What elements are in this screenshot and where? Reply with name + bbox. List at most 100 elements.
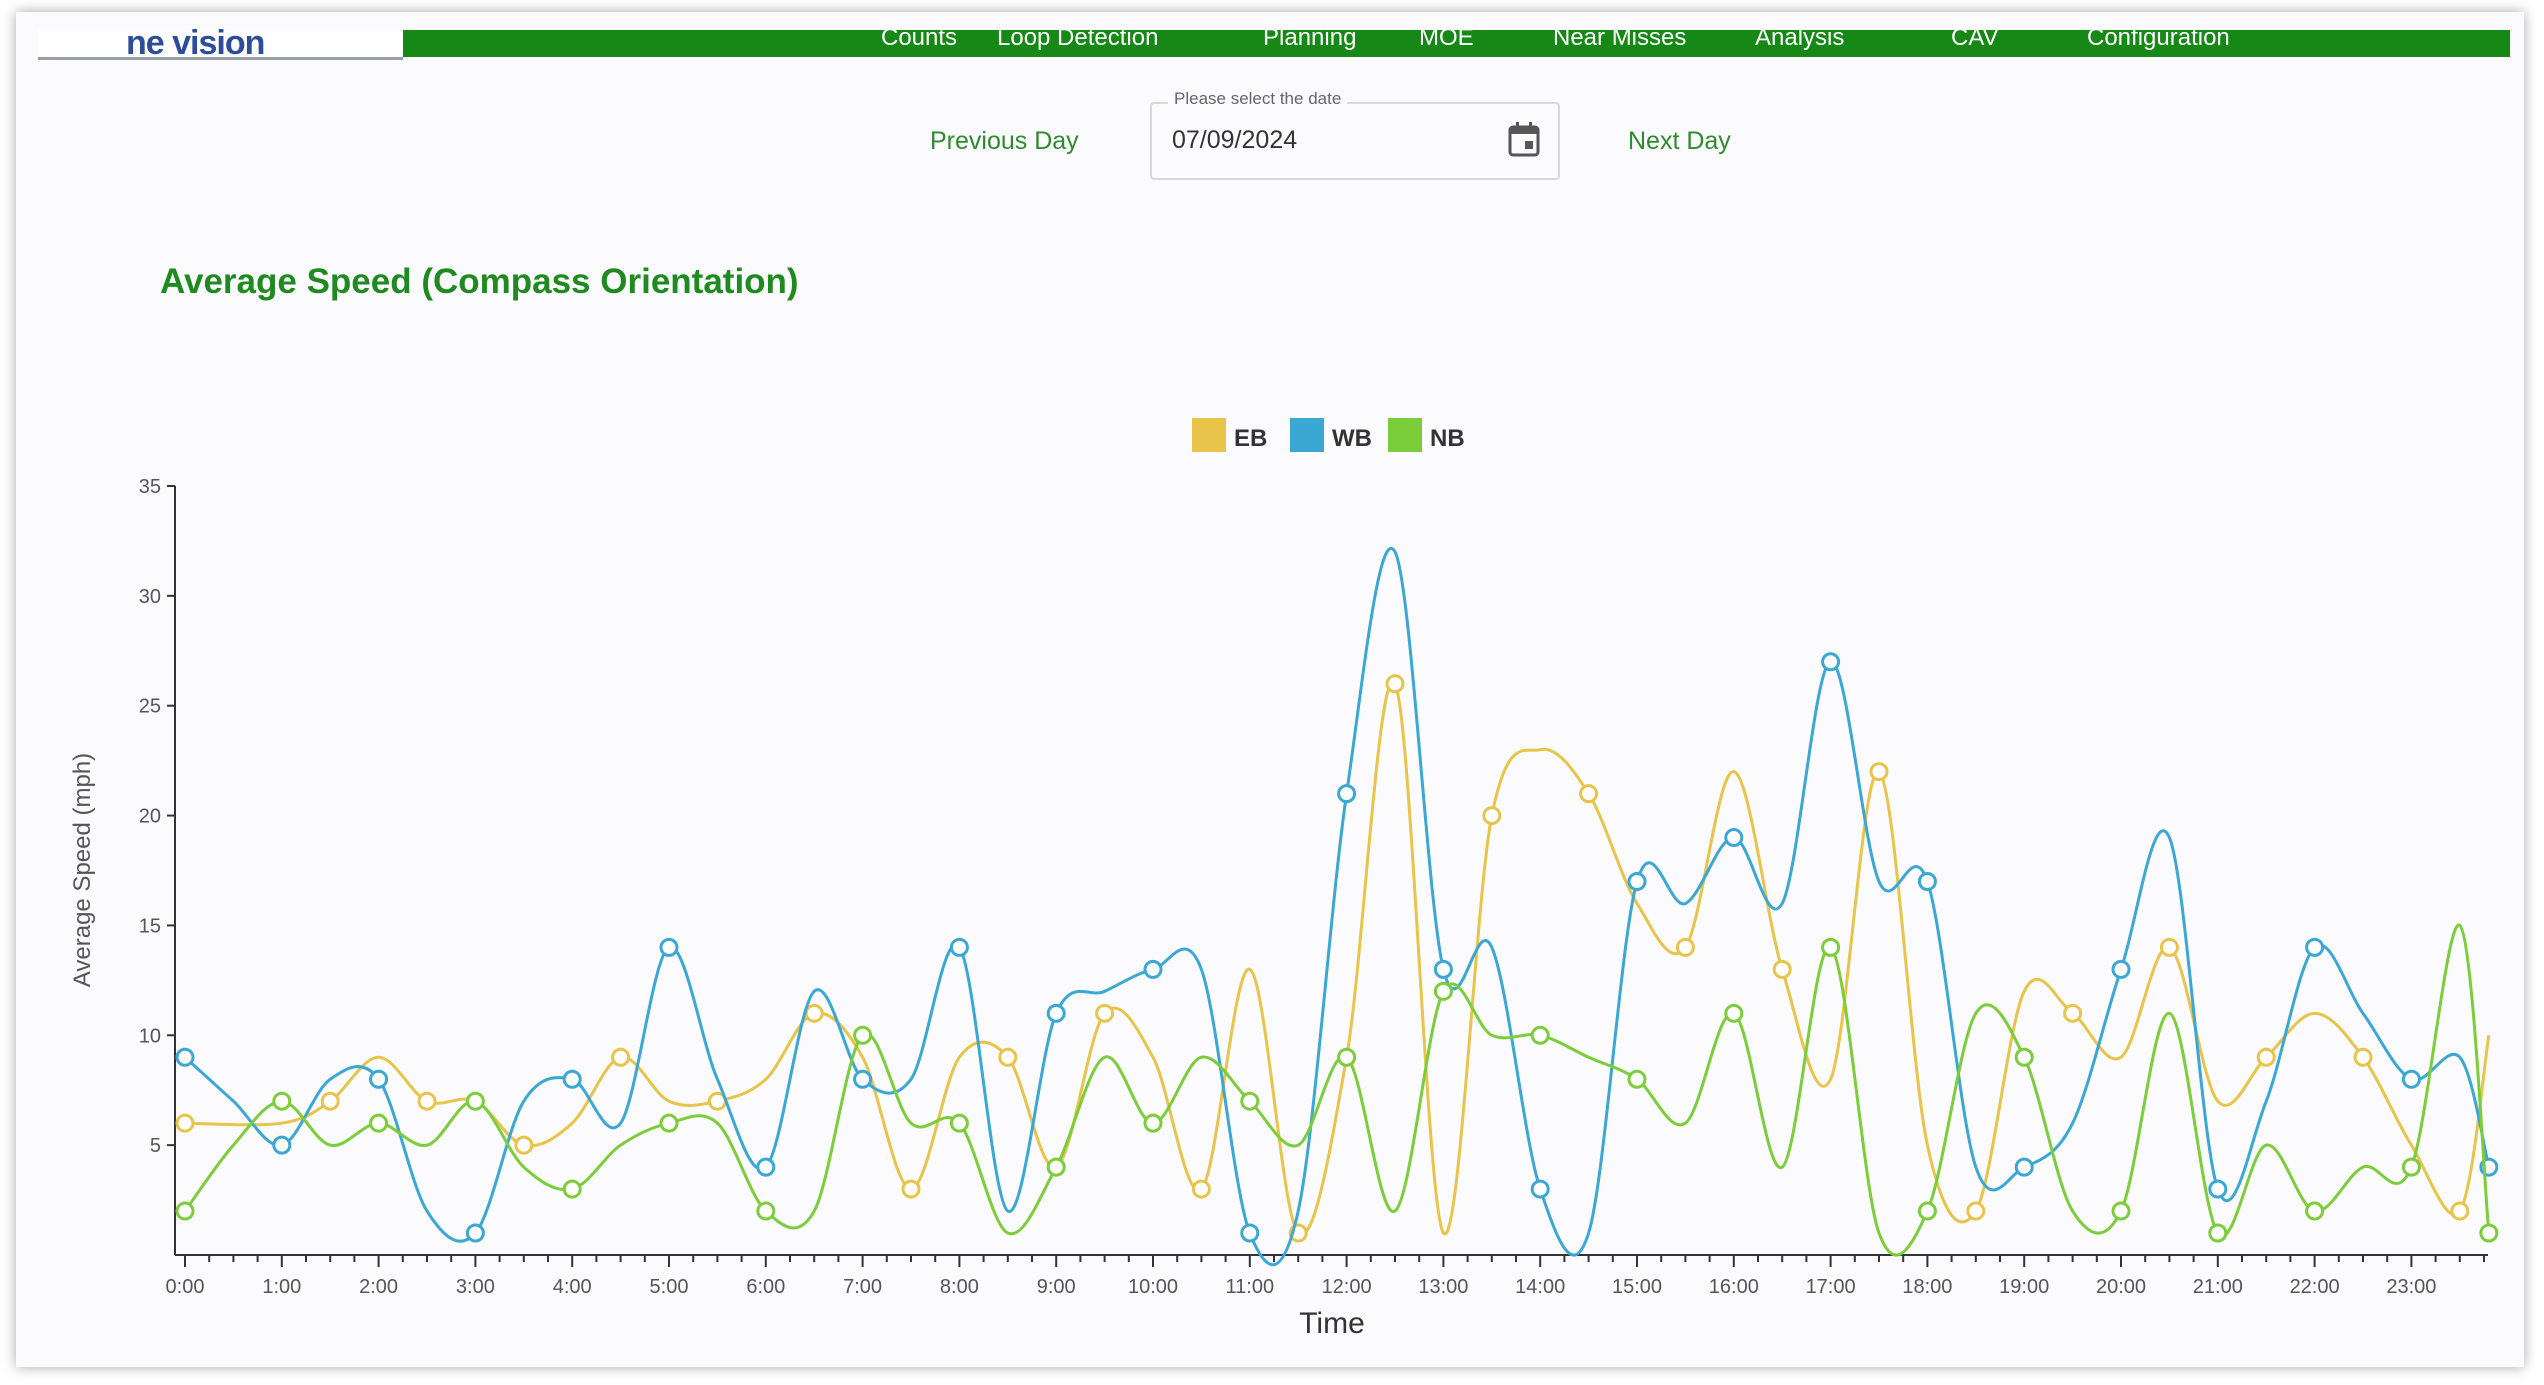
x-tick-label: 5:00 (650, 1276, 689, 1298)
data-point-nb (659, 1113, 679, 1133)
data-point-wb (562, 1069, 582, 1089)
data-point-nb (1724, 1003, 1744, 1023)
x-tick-label: 17:00 (1806, 1276, 1856, 1298)
data-point-eb (1869, 762, 1889, 782)
legend-swatch-nb (1388, 418, 1422, 452)
x-tick-label: 22:00 (2290, 1276, 2340, 1298)
nav-item-planning[interactable]: Planning (1263, 24, 1357, 51)
x-tick-label: 11:00 (1226, 1276, 1275, 1298)
data-point-wb (1240, 1223, 1260, 1243)
data-point-nb (1337, 1047, 1357, 1067)
date-label: Please select the date (1168, 89, 1348, 109)
top-bar: ne vision Counts Loop Detection Planning… (38, 24, 2510, 62)
data-point-eb (2256, 1047, 2276, 1067)
data-point-nb (272, 1091, 292, 1111)
nav-item-cav[interactable]: CAV (1951, 24, 1999, 51)
y-tick-label: 20 (139, 806, 161, 828)
data-point-eb (514, 1135, 534, 1155)
data-point-wb (1433, 959, 1453, 979)
data-point-nb (949, 1113, 969, 1133)
series-line-wb (183, 547, 2491, 1267)
data-point-nb (1530, 1025, 1550, 1045)
nav-item-moe[interactable]: MOE (1419, 24, 1474, 51)
data-point-eb (998, 1047, 1018, 1067)
data-point-eb (1966, 1201, 1986, 1221)
x-tick-label: 6:00 (746, 1276, 785, 1298)
data-point-nb (465, 1091, 485, 1111)
data-point-wb (1337, 784, 1357, 804)
x-tick-label: 7:00 (843, 1276, 882, 1298)
nav-item-counts[interactable]: Counts (881, 24, 958, 51)
data-point-wb (369, 1069, 389, 1089)
previous-day-button[interactable]: Previous Day (930, 127, 1079, 155)
calendar-icon[interactable] (1508, 122, 1540, 158)
data-point-eb (1675, 937, 1695, 957)
nav-item-configuration[interactable]: Configuration (2087, 24, 2230, 51)
data-point-wb (2111, 959, 2131, 979)
logo-area: ne vision (38, 24, 403, 62)
data-point-eb (1579, 784, 1599, 804)
data-point-wb (2401, 1069, 2421, 1089)
data-point-eb (417, 1091, 437, 1111)
data-point-nb (175, 1201, 195, 1221)
data-point-nb (1627, 1069, 1647, 1089)
data-point-nb (2305, 1201, 2325, 1221)
data-point-nb (1046, 1157, 1066, 1177)
data-point-eb (2353, 1047, 2373, 1067)
data-point-wb (1530, 1179, 1550, 1199)
data-point-eb (2450, 1201, 2470, 1221)
legend-swatch-eb (1192, 418, 1226, 452)
x-tick-label: 19:00 (1999, 1276, 2049, 1298)
nav-item-loop-detection[interactable]: Loop Detection (997, 24, 1159, 51)
legend-swatch-wb (1290, 418, 1324, 452)
legend-label-eb: EB (1234, 425, 1267, 452)
nav-item-near-misses[interactable]: Near Misses (1553, 24, 1687, 51)
main-nav: Counts Loop Detection Planning MOE Near … (403, 24, 2510, 57)
date-value: 07/09/2024 (1172, 126, 1298, 154)
data-point-wb (1627, 871, 1647, 891)
data-point-wb (465, 1223, 485, 1243)
data-point-nb (2208, 1223, 2228, 1243)
x-tick-label: 0:00 (166, 1276, 205, 1298)
data-point-wb (1724, 828, 1744, 848)
data-point-wb (949, 937, 969, 957)
data-point-eb (1385, 674, 1405, 694)
data-point-eb (320, 1091, 340, 1111)
date-input[interactable]: 07/09/2024 (1150, 102, 1560, 180)
x-tick-label: 13:00 (1418, 1276, 1468, 1298)
y-tick-label: 25 (139, 696, 161, 718)
logo[interactable]: ne vision (126, 24, 265, 62)
y-tick-label: 5 (150, 1135, 161, 1157)
data-point-nb (2014, 1047, 2034, 1067)
data-point-nb (2111, 1201, 2131, 1221)
y-tick-label: 15 (139, 915, 161, 937)
x-tick-label: 21:00 (2193, 1276, 2243, 1298)
data-point-eb (1772, 959, 1792, 979)
next-day-button[interactable]: Next Day (1628, 127, 1731, 155)
data-point-eb (1191, 1179, 1211, 1199)
data-point-wb (2208, 1179, 2228, 1199)
data-point-nb (853, 1025, 873, 1045)
x-tick-label: 9:00 (1037, 1276, 1076, 1298)
nav-item-analysis[interactable]: Analysis (1755, 24, 1845, 51)
data-point-nb (2479, 1223, 2499, 1243)
data-point-nb (1240, 1091, 1260, 1111)
data-point-nb (2401, 1157, 2421, 1177)
x-tick-label: 4:00 (553, 1276, 592, 1298)
data-point-nb (562, 1179, 582, 1199)
y-tick-label: 35 (139, 476, 161, 498)
y-axis-label: Average Speed (mph) (69, 753, 96, 987)
data-point-eb (804, 1003, 824, 1023)
x-tick-label: 20:00 (2096, 1276, 2146, 1298)
x-tick-label: 16:00 (1709, 1276, 1759, 1298)
data-point-wb (756, 1157, 776, 1177)
x-tick-label: 1:00 (262, 1276, 301, 1298)
x-tick-label: 23:00 (2386, 1276, 2436, 1298)
data-point-eb (1095, 1003, 1115, 1023)
data-point-nb (756, 1201, 776, 1221)
data-point-wb (1821, 652, 1841, 672)
data-point-eb (1482, 806, 1502, 826)
data-point-nb (1917, 1201, 1937, 1221)
x-axis-label: Time (1299, 1307, 1365, 1340)
data-point-wb (853, 1069, 873, 1089)
